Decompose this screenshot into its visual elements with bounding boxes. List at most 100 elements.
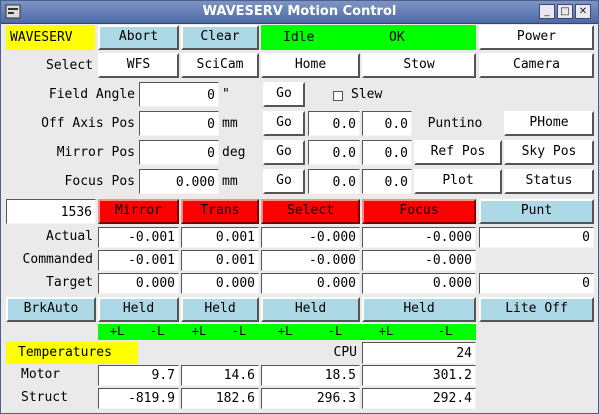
actual-focus: -0.000 (362, 227, 476, 248)
mirror-pos-unit: deg (222, 145, 246, 160)
focus-pos-value-a: 0.0 (308, 169, 360, 194)
commanded-select: -0.000 (261, 250, 360, 271)
commanded-focus: -0.000 (362, 250, 476, 271)
limit-indicator-bar (98, 324, 476, 340)
mirror-pos-label: Mirror Pos (56, 145, 135, 160)
target-label: Target (46, 275, 93, 290)
count-field: 1536 (6, 199, 96, 224)
struct-temp-trans: 182.6 (181, 388, 259, 409)
select-axis-button[interactable]: Select (261, 199, 360, 224)
focus-pos-value-b: 0.0 (362, 169, 412, 194)
window-title: WAVESERV Motion Control (202, 4, 397, 19)
app-label: WAVESERV (6, 25, 95, 50)
actual-label: Actual (46, 229, 93, 244)
off-axis-label: Off Axis Pos (41, 116, 135, 131)
commanded-trans: 0.001 (181, 250, 259, 271)
target-focus[interactable]: 0.000 (362, 273, 476, 294)
focus-axis-button[interactable]: Focus (362, 199, 476, 224)
focus-plus-limit: +L (378, 324, 394, 338)
commanded-mirror: -0.001 (98, 250, 179, 271)
motor-label: Motor (21, 367, 61, 382)
mirror-pos-value-b: 0.0 (362, 140, 412, 165)
status-button[interactable]: Status (504, 169, 594, 194)
plot-button[interactable]: Plot (414, 169, 502, 194)
focus-pos-input[interactable]: 0.000 (139, 169, 219, 194)
ref-pos-button[interactable]: Ref Pos (414, 140, 502, 165)
field-angle-label: Field Angle (48, 87, 135, 102)
struct-label: Struct (21, 390, 68, 405)
clear-button[interactable]: Clear (181, 25, 259, 50)
target-select[interactable]: 0.000 (261, 273, 360, 294)
camera-button[interactable]: Camera (479, 53, 594, 78)
scicam-button[interactable]: SciCam (181, 53, 259, 78)
phome-button[interactable]: PHome (504, 111, 594, 136)
actual-trans: 0.001 (181, 227, 259, 248)
mirror-axis-button[interactable]: Mirror (98, 199, 179, 224)
off-axis-go-button[interactable]: Go (263, 111, 305, 136)
actual-mirror: -0.001 (98, 227, 179, 248)
field-angle-go-button[interactable]: Go (263, 82, 305, 107)
struct-temp-focus: 292.4 (362, 388, 476, 409)
target-punt[interactable]: 0 (479, 273, 594, 294)
punt-button[interactable]: Punt (479, 199, 594, 224)
focus-pos-go-button[interactable]: Go (263, 169, 305, 194)
home-button[interactable]: Home (261, 53, 360, 78)
slew-checkbox[interactable] (333, 91, 343, 101)
power-button[interactable]: Power (479, 25, 594, 50)
abort-button[interactable]: Abort (98, 25, 179, 50)
title-bar[interactable]: WAVESERV Motion Control _ □ ✕ (1, 1, 598, 24)
commanded-label: Commanded (22, 252, 93, 267)
cpu-label: CPU (333, 345, 357, 360)
struct-temp-mirror: -819.9 (98, 388, 179, 409)
mirror-minus-limit: -L (149, 324, 165, 338)
puntino-label: Puntino (427, 116, 483, 131)
slew-label: Slew (351, 87, 383, 102)
off-axis-value-a: 0.0 (308, 111, 360, 136)
state-text: Idle (283, 30, 315, 45)
minimize-icon[interactable]: _ (539, 4, 555, 19)
actual-punt: 0 (479, 227, 594, 248)
mirror-held-button[interactable]: Held (98, 297, 179, 322)
trans-plus-limit: +L (191, 324, 207, 338)
motor-temp-trans: 14.6 (181, 365, 259, 386)
mirror-pos-go-button[interactable]: Go (263, 140, 305, 165)
close-icon[interactable]: ✕ (575, 4, 591, 19)
trans-held-button[interactable]: Held (181, 297, 259, 322)
cpu-temp: 24 (362, 342, 476, 364)
ok-text: OK (389, 30, 405, 45)
lite-off-button[interactable]: Lite Off (479, 297, 594, 322)
target-mirror[interactable]: 0.000 (98, 273, 179, 294)
mirror-pos-value-a: 0.0 (308, 140, 360, 165)
mirror-pos-input[interactable]: 0 (139, 140, 219, 165)
motor-temp-select: 18.5 (261, 365, 360, 386)
wfs-button[interactable]: WFS (98, 53, 179, 78)
motor-temp-mirror: 9.7 (98, 365, 179, 386)
off-axis-input[interactable]: 0 (139, 111, 219, 136)
off-axis-value-b: 0.0 (362, 111, 412, 136)
brkauto-button[interactable]: BrkAuto (6, 297, 96, 322)
sky-pos-button[interactable]: Sky Pos (504, 140, 594, 165)
focus-pos-unit: mm (222, 174, 238, 189)
field-angle-input[interactable]: 0 (139, 82, 219, 107)
actual-select: -0.000 (261, 227, 360, 248)
struct-temp-select: 296.3 (261, 388, 360, 409)
stow-button[interactable]: Stow (362, 53, 476, 78)
app-icon (5, 4, 21, 19)
select-plus-limit: +L (277, 324, 293, 338)
trans-axis-button[interactable]: Trans (181, 199, 259, 224)
off-axis-unit: mm (222, 116, 238, 131)
focus-pos-label: Focus Pos (64, 174, 135, 189)
target-trans[interactable]: 0.000 (181, 273, 259, 294)
temperatures-label: Temperatures (6, 342, 138, 364)
field-angle-unit: " (222, 87, 230, 102)
select-label: Select (46, 58, 93, 73)
status-bar: Idle OK (261, 25, 476, 50)
select-minus-limit: -L (327, 324, 343, 338)
trans-minus-limit: -L (231, 324, 247, 338)
focus-minus-limit: -L (437, 324, 453, 338)
focus-held-button[interactable]: Held (362, 297, 476, 322)
maximize-icon[interactable]: □ (557, 4, 573, 19)
mirror-plus-limit: +L (109, 324, 125, 338)
select-held-button[interactable]: Held (261, 297, 360, 322)
